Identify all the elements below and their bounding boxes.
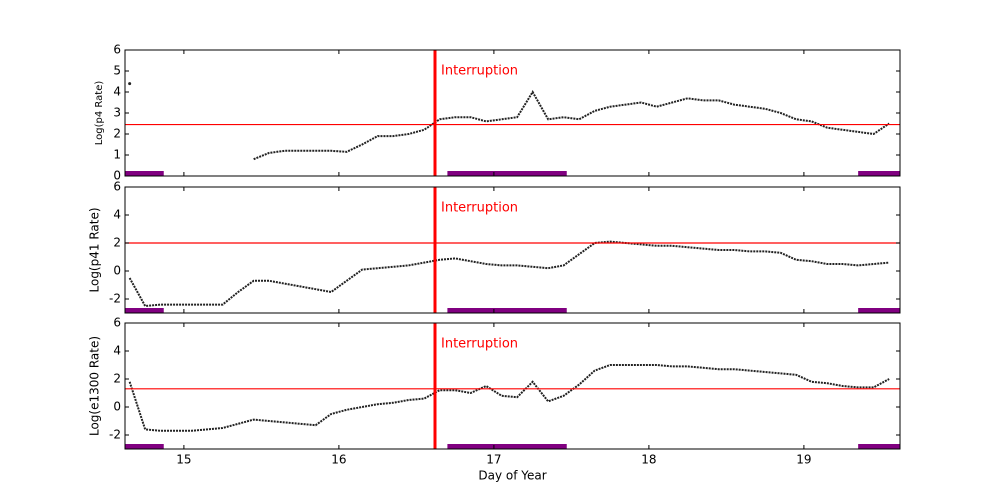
y-tick-label: 4 bbox=[113, 344, 121, 358]
x-tick-label: 19 bbox=[796, 453, 811, 467]
y-axis-label: Log(p4 Rate) bbox=[94, 81, 105, 146]
event-label: Interruption bbox=[441, 337, 518, 352]
x-axis-label: Day of Year bbox=[478, 469, 546, 483]
span-bar bbox=[447, 171, 567, 176]
y-tick-label: 6 bbox=[113, 43, 121, 57]
x-tick-label: 15 bbox=[176, 453, 191, 467]
y-tick-label: 3 bbox=[113, 106, 121, 120]
plot-frame bbox=[124, 322, 901, 450]
y-tick-label: 1 bbox=[113, 148, 121, 162]
span-bar bbox=[125, 308, 164, 313]
data-line bbox=[128, 240, 890, 308]
event-label: Interruption bbox=[441, 201, 518, 216]
panel: Interruption 0 1 2 3 4 5 6 Log(p4 Rate) bbox=[94, 43, 901, 183]
span-bar bbox=[858, 444, 900, 449]
y-tick-label: 6 bbox=[113, 180, 121, 194]
event-label: Interruption bbox=[441, 64, 518, 79]
plot-frame bbox=[124, 186, 901, 314]
data-point bbox=[128, 82, 132, 86]
y-tick-label: 6 bbox=[113, 316, 121, 330]
span-bar bbox=[858, 171, 900, 176]
y-tick-label: 4 bbox=[113, 85, 121, 99]
y-tick-label: 0 bbox=[113, 264, 121, 278]
y-tick-label: -2 bbox=[109, 428, 121, 442]
y-tick-label: 0 bbox=[113, 400, 121, 414]
x-tick-label: 16 bbox=[331, 453, 346, 467]
y-axis-label: Log(p41 Rate) bbox=[88, 207, 102, 292]
x-tick-label: 17 bbox=[486, 453, 501, 467]
span-bar bbox=[447, 308, 567, 313]
y-axis-label: Log(e1300 Rate) bbox=[88, 336, 102, 436]
y-tick-label: 2 bbox=[113, 127, 121, 141]
panel: Interruption -2 0 2 4 6 15 16 17 18 19 Log(e1300 Ra… bbox=[88, 316, 901, 483]
span-bar bbox=[125, 444, 164, 449]
panel: Interruption -2 0 2 4 6 Log(p41 Rate) bbox=[88, 180, 901, 314]
y-tick-label: 2 bbox=[113, 236, 121, 250]
y-tick-label: -2 bbox=[109, 292, 121, 306]
x-tick-label: 18 bbox=[641, 453, 656, 467]
span-bar bbox=[858, 308, 900, 313]
y-tick-label: 0 bbox=[113, 169, 121, 183]
y-tick-label: 2 bbox=[113, 372, 121, 386]
y-tick-label: 5 bbox=[113, 64, 121, 78]
y-tick-label: 4 bbox=[113, 208, 121, 222]
data-line bbox=[253, 90, 890, 161]
span-bar bbox=[125, 171, 164, 176]
span-bar bbox=[447, 444, 567, 449]
data-line bbox=[128, 364, 890, 432]
